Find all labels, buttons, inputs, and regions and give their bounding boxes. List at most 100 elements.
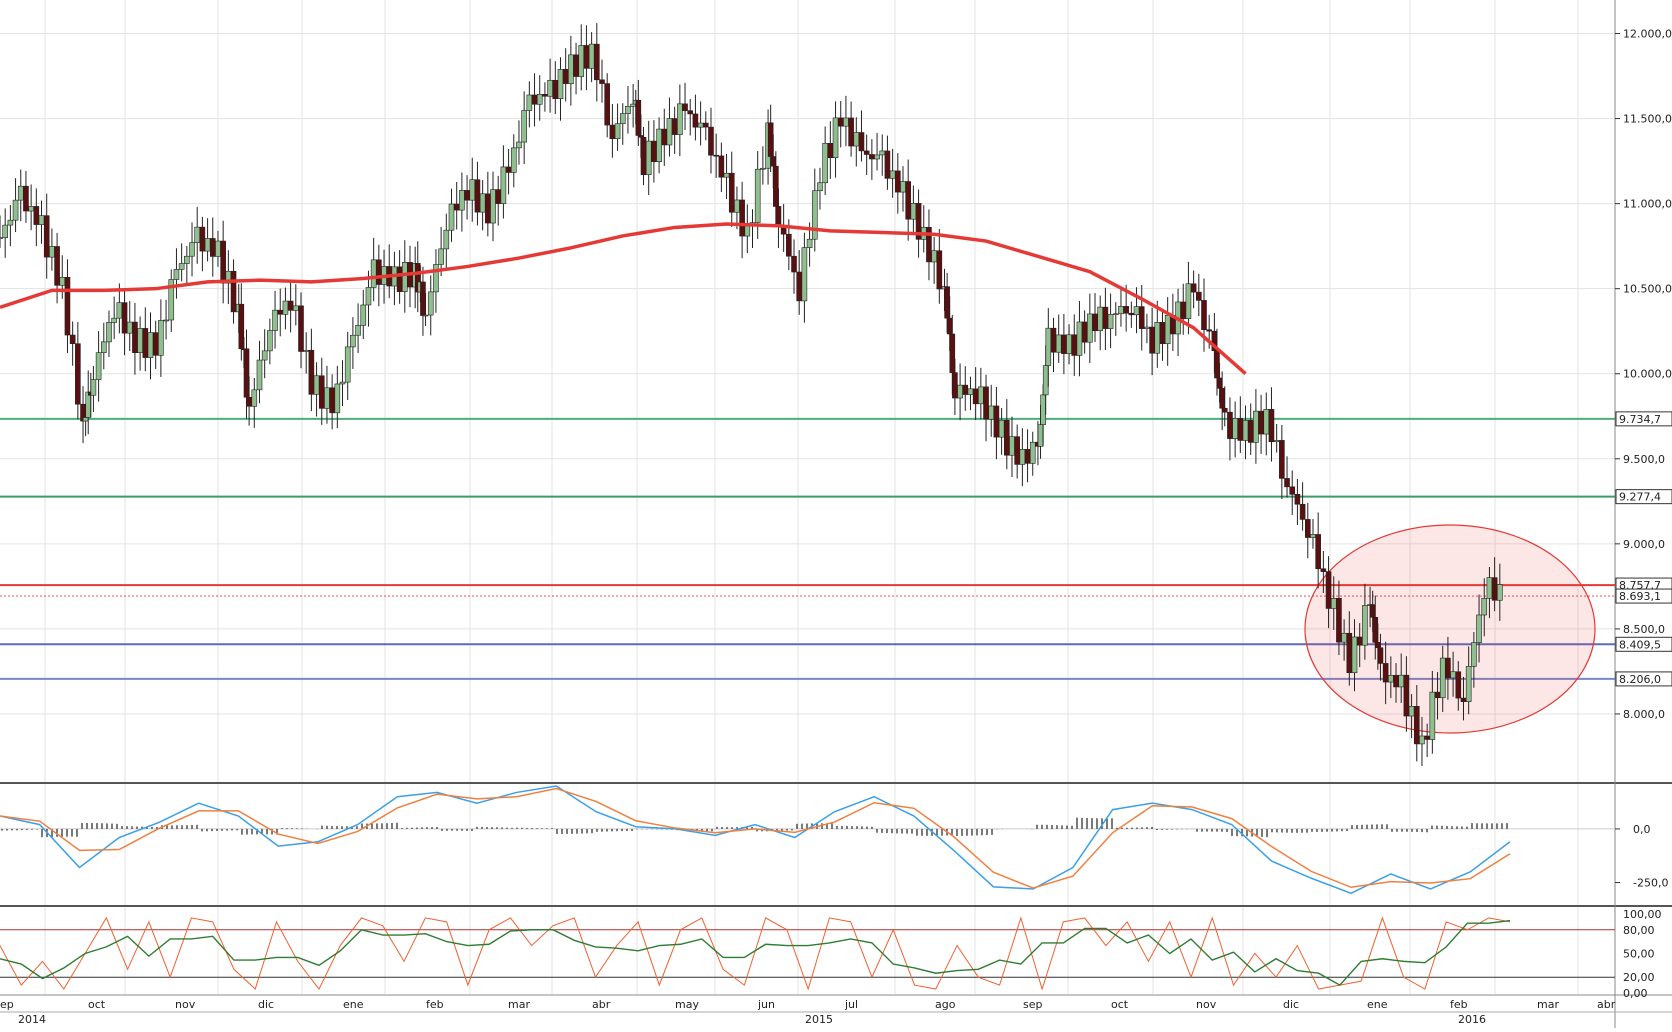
candle-body — [1481, 598, 1488, 616]
candle-body — [142, 328, 149, 358]
candle-body — [713, 154, 719, 157]
candle-body — [1242, 420, 1249, 441]
candle-body — [1180, 301, 1187, 319]
price-tick-label: 10.000,0 — [1623, 368, 1672, 381]
candle-body — [1377, 647, 1384, 664]
candle-body — [1014, 436, 1020, 465]
candle-body — [1164, 315, 1171, 345]
moving-average-line — [0, 222, 1247, 376]
candle-body — [547, 79, 553, 97]
stochastic-panel — [0, 916, 1615, 991]
candle-body — [734, 199, 740, 213]
candle-body — [1112, 313, 1119, 316]
month-label: mar — [508, 998, 530, 1011]
candle-body — [459, 190, 465, 211]
month-label: may — [675, 998, 699, 1011]
candle-body — [754, 168, 761, 223]
macd-signal-line — [0, 787, 1511, 889]
bottom-highlight-ellipse — [1304, 524, 1596, 734]
price-tick-label: 9.500,0 — [1623, 453, 1665, 466]
candle-body — [863, 150, 870, 155]
candle-body — [791, 255, 797, 273]
candle-body — [775, 206, 782, 227]
candle-body — [536, 94, 543, 105]
price-tick-label: 8.500,0 — [1623, 623, 1665, 636]
candle-body — [614, 123, 621, 139]
candle-body — [1040, 394, 1046, 425]
candle-body — [1445, 657, 1451, 679]
candle-body — [1336, 598, 1342, 643]
candle-body — [1491, 577, 1498, 601]
candle-body — [635, 99, 642, 136]
candle-body — [158, 320, 164, 356]
time-axis: ep oct nov dic ene feb mar abr may jun jul ago sep oc… — [0, 998, 1672, 1026]
month-label: jul — [844, 998, 858, 1011]
candle-body — [344, 346, 351, 383]
candle-body — [1346, 632, 1353, 674]
candle-body — [1403, 674, 1410, 717]
candle-body — [168, 279, 175, 321]
candle-body — [184, 255, 190, 264]
candle-body — [1009, 436, 1015, 456]
stoch-d-line — [0, 919, 1511, 986]
candle-body — [121, 302, 128, 334]
price-label-box: 8.409,5 — [1615, 636, 1672, 652]
month-label: oct — [1111, 998, 1129, 1011]
candle-body — [313, 375, 320, 395]
price-tick-label: 8.000,0 — [1623, 708, 1665, 721]
candle-body — [272, 309, 278, 331]
candle-body — [147, 332, 154, 358]
candle-body — [604, 83, 610, 126]
candle-body — [1232, 418, 1238, 439]
candle-body — [474, 179, 481, 213]
candle-body — [573, 54, 579, 77]
candle-body — [962, 384, 969, 395]
candle-body — [7, 219, 14, 226]
candle-body — [944, 286, 950, 319]
candle-body — [282, 300, 289, 315]
candle-body — [438, 248, 444, 265]
macd-line — [0, 785, 1511, 895]
candle-body — [111, 317, 117, 323]
candle-body — [1185, 283, 1192, 319]
candle-body — [936, 250, 943, 290]
candle-body — [12, 199, 19, 221]
macd-tick-label: 0,0 — [1633, 823, 1651, 836]
candle-body — [54, 246, 60, 286]
candle-body — [1024, 449, 1031, 464]
price-label-bg — [1615, 411, 1672, 427]
candle-body — [879, 150, 886, 156]
candle-body — [521, 110, 527, 143]
candle-body — [308, 349, 315, 395]
candle-body — [90, 379, 97, 396]
candle-body — [915, 203, 922, 240]
candle-body — [926, 226, 932, 263]
candle-body — [1471, 642, 1477, 667]
candle-body — [1413, 706, 1420, 745]
candle-body — [1299, 503, 1306, 520]
candle-body — [365, 287, 372, 306]
candle-body — [376, 259, 382, 285]
horizontal-lines — [0, 417, 1615, 680]
candle-body — [209, 238, 216, 257]
candle-body — [360, 304, 367, 326]
candle-body — [293, 305, 299, 311]
candle-body — [811, 190, 818, 240]
candle-body — [256, 359, 263, 391]
price-tick-label: 11.500,0 — [1623, 113, 1672, 126]
candle-body — [204, 238, 211, 252]
candle-body — [173, 269, 180, 280]
candle-body — [760, 167, 766, 170]
candle-body — [396, 266, 403, 292]
candle-body — [708, 126, 714, 156]
candle-body — [728, 172, 735, 213]
candle-body — [1330, 598, 1337, 609]
candle-body — [1253, 410, 1259, 443]
macd-tick-label: -250,0 — [1633, 877, 1668, 890]
candle-body — [625, 106, 631, 114]
candle-body — [858, 132, 865, 152]
candle-body — [1133, 306, 1140, 316]
month-label: feb — [426, 998, 444, 1011]
candle-body — [1154, 322, 1161, 354]
